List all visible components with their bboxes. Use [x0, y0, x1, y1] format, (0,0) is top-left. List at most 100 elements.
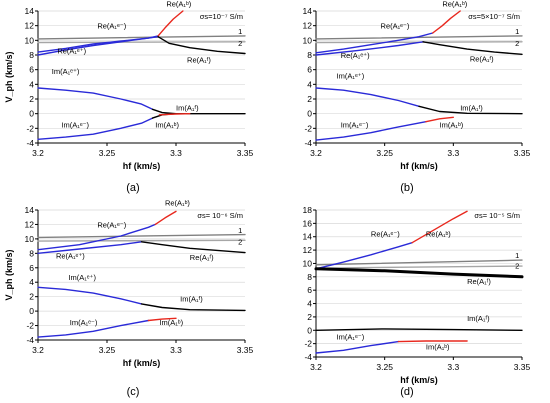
- series-annotation: 2: [238, 238, 242, 247]
- x-tick-label: 3.2: [310, 362, 322, 372]
- series-annotation: Re(A₁ᵉ⁺): [57, 47, 86, 56]
- y-tick-label: -2: [304, 339, 312, 349]
- series-line-1: [315, 265, 523, 269]
- panel-caption: (b): [400, 182, 413, 194]
- y-tick-label: 14: [25, 205, 35, 215]
- y-tick-label: -4: [304, 138, 312, 148]
- series-annotation: Re(A₁ᵇ): [442, 0, 467, 9]
- series-line-8: [37, 319, 150, 338]
- series-annotation: Re(A₁ᶠ): [190, 253, 214, 262]
- y-tick-label: -4: [26, 138, 34, 148]
- y-tick-label: 10: [25, 35, 35, 45]
- y-tick-label: 6: [29, 65, 34, 75]
- y-tick-label: -4: [304, 352, 312, 362]
- x-tick-label: 3.3: [447, 148, 459, 158]
- series-line-3: [154, 210, 177, 226]
- y-tick-label: 8: [307, 272, 312, 282]
- panel-caption: (a): [126, 182, 139, 194]
- series-annotation: 1: [238, 226, 242, 235]
- y-tick-label: 12: [25, 219, 35, 229]
- series-annotation: Im(A₁ᵉ⁺): [68, 273, 96, 282]
- series-line-4: [315, 41, 424, 56]
- series-annotation: Im(A₁ᵉ⁻): [61, 121, 89, 130]
- x-axis-label: hf (km/s): [400, 161, 438, 171]
- x-tick-label: 3.3: [170, 345, 182, 355]
- y-tick-label: 8: [29, 248, 34, 258]
- series-line-2: [315, 32, 434, 54]
- x-axis-label: hf (km/s): [123, 358, 161, 368]
- x-tick-label: 3.25: [376, 362, 393, 372]
- series-annotation: 1: [515, 251, 519, 260]
- series-annotation: Re(A₁ᵉ⁺): [341, 51, 370, 60]
- y-tick-label: 14: [303, 6, 313, 16]
- series-annotation: Im(A₁ᵇ): [159, 318, 183, 327]
- y-tick-label: 2: [29, 292, 34, 302]
- y-tick-label: 14: [303, 232, 313, 242]
- series-line-2: [37, 223, 157, 251]
- series-annotation: Im(A₁ᶠ): [460, 104, 483, 113]
- series-line-1: [37, 41, 246, 44]
- x-tick-label: 3.25: [99, 148, 116, 158]
- series-annotation: Im(A₁ᵇ): [155, 121, 179, 130]
- x-tick-label: 3.35: [237, 148, 254, 158]
- series-annotation: 1: [515, 27, 519, 36]
- conductivity-label: σs=5×10⁻⁷ S/m: [468, 12, 520, 21]
- series-annotation: Im(A₁ᵉ⁻): [70, 318, 98, 327]
- y-tick-label: 6: [307, 285, 312, 295]
- y-tick-label: 12: [303, 245, 313, 255]
- y-tick-label: -2: [26, 321, 34, 331]
- series-line-4: [314, 267, 524, 279]
- y-tick-label: -2: [304, 123, 312, 133]
- x-tick-label: 3.35: [514, 362, 531, 372]
- series-line-4: [37, 241, 143, 255]
- x-axis-label: hf (km/s): [400, 375, 438, 385]
- series-line-7: [418, 105, 523, 115]
- y-tick-label: 2: [307, 94, 312, 104]
- series-annotation: Re(A₁ᵉ⁻): [381, 22, 410, 31]
- series-line-8: [151, 108, 246, 115]
- y-tick-label: 6: [307, 65, 312, 75]
- series-line-7: [140, 303, 246, 312]
- y-tick-label: 4: [29, 79, 34, 89]
- series-annotation: Im(A₁ᵉ⁺): [52, 67, 80, 76]
- series-annotation: 2: [515, 261, 519, 270]
- x-tick-label: 3.2: [32, 345, 44, 355]
- series-line-5: [315, 328, 523, 331]
- series-line-6: [37, 286, 143, 305]
- x-tick-label: 3.25: [376, 148, 393, 158]
- y-axis-label: V_ph (km/s): [4, 51, 14, 102]
- conductivity-label: σs=10⁻⁷ S/m: [200, 12, 243, 21]
- series-annotation: Im(A₁ᵉ⁻): [337, 333, 365, 342]
- y-tick-label: 0: [29, 306, 34, 316]
- y-tick-label: 12: [303, 21, 313, 31]
- series-annotation: Re(A₁ᵉ⁻): [97, 22, 126, 31]
- series-line-9: [425, 116, 454, 123]
- series-line-5: [140, 241, 246, 254]
- x-tick-label: 3.35: [237, 345, 254, 355]
- series-annotation: Re(A₁ᵉ⁻): [97, 220, 126, 229]
- series-line-0: [37, 233, 246, 239]
- series-line-6: [315, 340, 400, 354]
- y-tick-label: 18: [303, 205, 313, 215]
- y-tick-label: 10: [25, 234, 35, 244]
- y-tick-label: 8: [29, 50, 34, 60]
- series-line-3: [411, 210, 468, 244]
- series-line-1: [37, 239, 246, 242]
- series-line-5: [157, 36, 246, 55]
- series-line-3: [37, 36, 159, 53]
- series-annotation: Re(A₁ᵇ): [166, 0, 191, 9]
- y-tick-label: 10: [303, 35, 313, 45]
- x-tick-label: 3.3: [170, 148, 182, 158]
- y-tick-label: 8: [307, 50, 312, 60]
- series-annotation: Im(A₁ᶠ): [467, 314, 490, 323]
- series-annotation: Im(A₁ᵇ): [440, 121, 464, 130]
- series-annotation: Re(A₁ᵇ): [426, 230, 451, 239]
- y-tick-label: 0: [307, 325, 312, 335]
- y-tick-label: 2: [307, 312, 312, 322]
- x-axis-label: hf (km/s): [123, 161, 161, 171]
- y-tick-label: 4: [307, 299, 312, 309]
